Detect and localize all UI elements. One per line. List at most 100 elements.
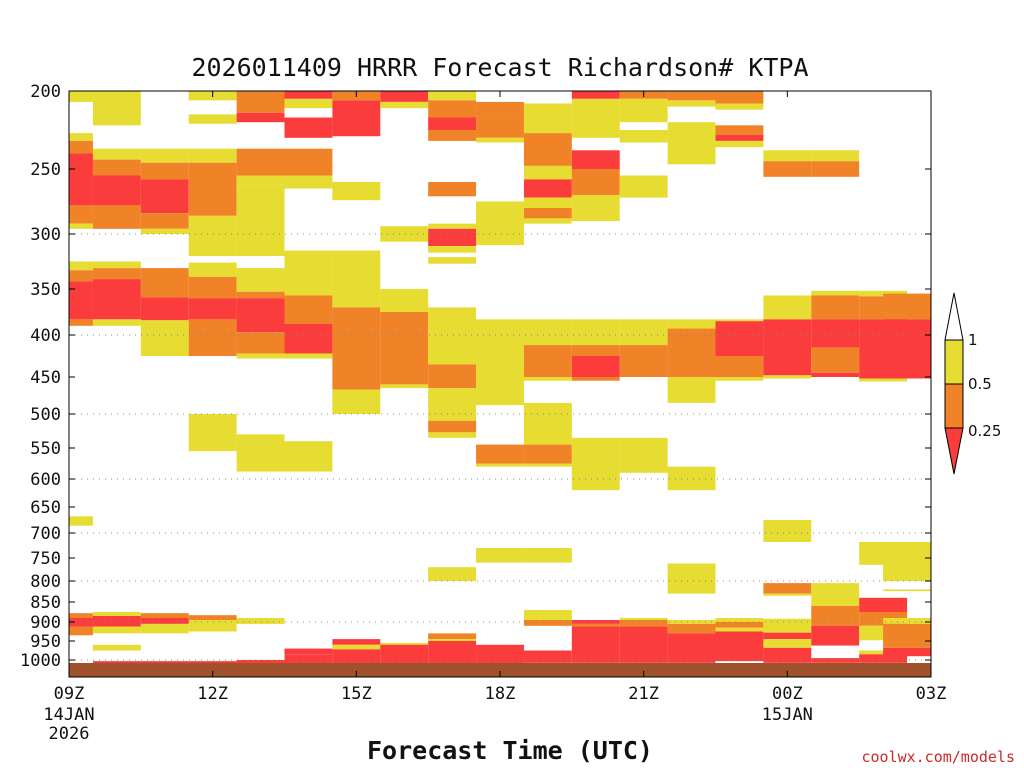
chart-title: 2026011409 HRRR Forecast Richardson# KTP… — [191, 53, 808, 82]
heatmap-cell — [428, 567, 477, 581]
heatmap-cell — [428, 432, 477, 438]
heatmap-cell — [763, 319, 812, 376]
heatmap-cell — [332, 250, 381, 308]
heatmap-cell — [811, 347, 860, 373]
heatmap-cell — [284, 91, 333, 99]
heatmap-cell — [92, 612, 141, 616]
heatmap-cell — [763, 161, 812, 177]
colorbar-bottom-arrow — [944, 427, 964, 475]
heatmap-cell — [428, 182, 477, 197]
heatmap-cell — [236, 112, 285, 123]
heatmap-cell — [69, 153, 93, 206]
heatmap-cell — [523, 463, 572, 467]
heatmap-cell — [92, 319, 141, 326]
heatmap-cell — [571, 195, 620, 221]
heatmap-cell — [428, 117, 477, 130]
heatmap-cell — [811, 658, 860, 663]
heatmap-cell — [380, 101, 429, 109]
heatmap-cell — [883, 319, 931, 379]
heatmap-cell — [92, 91, 141, 126]
heatmap-cell — [140, 162, 189, 180]
heatmap-cell — [69, 91, 93, 102]
heatmap-cell — [284, 353, 333, 359]
heatmap-cell — [188, 298, 237, 320]
heatmap-cell — [619, 618, 668, 620]
colorbar-label: 0.25 — [968, 422, 1001, 440]
heatmap-cell — [523, 650, 572, 663]
heatmap-cell — [571, 623, 620, 627]
x-tick-label: 00Z — [772, 684, 803, 704]
heatmap-cell — [715, 140, 764, 148]
heatmap-cell — [667, 377, 716, 403]
heatmap-cell — [236, 184, 285, 256]
heatmap-cell — [715, 622, 764, 628]
heatmap-cell — [571, 356, 620, 377]
heatmap-cell — [619, 620, 668, 627]
heatmap-cell — [332, 649, 381, 666]
heatmap-cell — [619, 319, 668, 346]
heatmap-cell — [476, 115, 524, 138]
heatmap-cell — [811, 295, 860, 320]
y-tick-label: 400 — [30, 326, 61, 346]
heatmap-cell — [236, 268, 285, 292]
heatmap-cell — [188, 319, 237, 356]
y-axis-ticks: 200 250 300 350 400 450 500 550 600 650 700 750 8008… — [20, 82, 931, 671]
y-tick-label: 250 — [30, 160, 61, 180]
heatmap-cell — [92, 616, 141, 627]
heatmap-cell — [236, 332, 285, 354]
heatmap-cell — [284, 295, 333, 324]
heatmap-cell — [476, 319, 524, 406]
heatmap-cell — [428, 388, 477, 421]
heatmap-cell — [476, 463, 524, 467]
x-tick-sublabel: 15JAN — [762, 705, 813, 725]
heatmap-cell — [715, 627, 764, 632]
heatmap-cell — [715, 618, 764, 622]
y-tick-label: 500 — [30, 405, 61, 425]
heatmap-cell — [380, 644, 429, 666]
heatmap-cell — [92, 626, 141, 634]
heatmap-cell — [476, 644, 524, 664]
heatmap-cell — [69, 223, 93, 229]
heatmap-cell — [523, 165, 572, 180]
heatmap-cell — [667, 620, 716, 624]
heatmap-cell — [571, 620, 620, 624]
heatmap-cell — [69, 140, 93, 154]
heatmap-cell — [811, 319, 860, 348]
x-tick-label: 09Z — [54, 684, 85, 704]
heatmap-cell — [284, 323, 333, 354]
heatmap-cell — [140, 228, 189, 234]
heatmap-cell — [69, 281, 93, 320]
heatmap-cell — [763, 520, 812, 542]
heatmap-cell — [571, 626, 620, 663]
heatmap-cell — [428, 307, 477, 365]
colorbar-bin-orange — [944, 383, 964, 429]
heatmap-cell — [523, 208, 572, 219]
heatmap-cell — [236, 291, 285, 299]
heatmap-cell — [571, 150, 620, 169]
heatmap-cell — [428, 228, 477, 247]
heatmap-cell — [523, 218, 572, 224]
heatmap-cell — [140, 213, 189, 229]
x-tick-sublabel: 2026 — [49, 724, 90, 744]
heatmap-cell — [188, 276, 237, 299]
heatmap-cell — [188, 615, 237, 620]
heatmap-cell — [284, 441, 333, 472]
heatmap-cell — [523, 197, 572, 208]
x-axis-label: Forecast Time (UTC) — [367, 736, 653, 765]
heatmap-cell — [428, 100, 477, 118]
heatmap-cell — [332, 307, 381, 390]
heatmap-cell — [380, 91, 429, 102]
heatmap-cell — [523, 179, 572, 198]
x-tick-label: 12Z — [197, 684, 228, 704]
heatmap-cell — [619, 437, 668, 473]
heatmap-cells — [69, 91, 931, 669]
heatmap-cell — [859, 654, 908, 663]
heatmap-cell — [859, 378, 908, 382]
heatmap-cell — [69, 626, 93, 636]
heatmap-cell — [69, 261, 93, 271]
heatmap-cell — [284, 98, 333, 109]
heatmap-cell — [380, 312, 429, 385]
heatmap-cell — [523, 345, 572, 377]
heatmap-cell — [763, 150, 812, 162]
